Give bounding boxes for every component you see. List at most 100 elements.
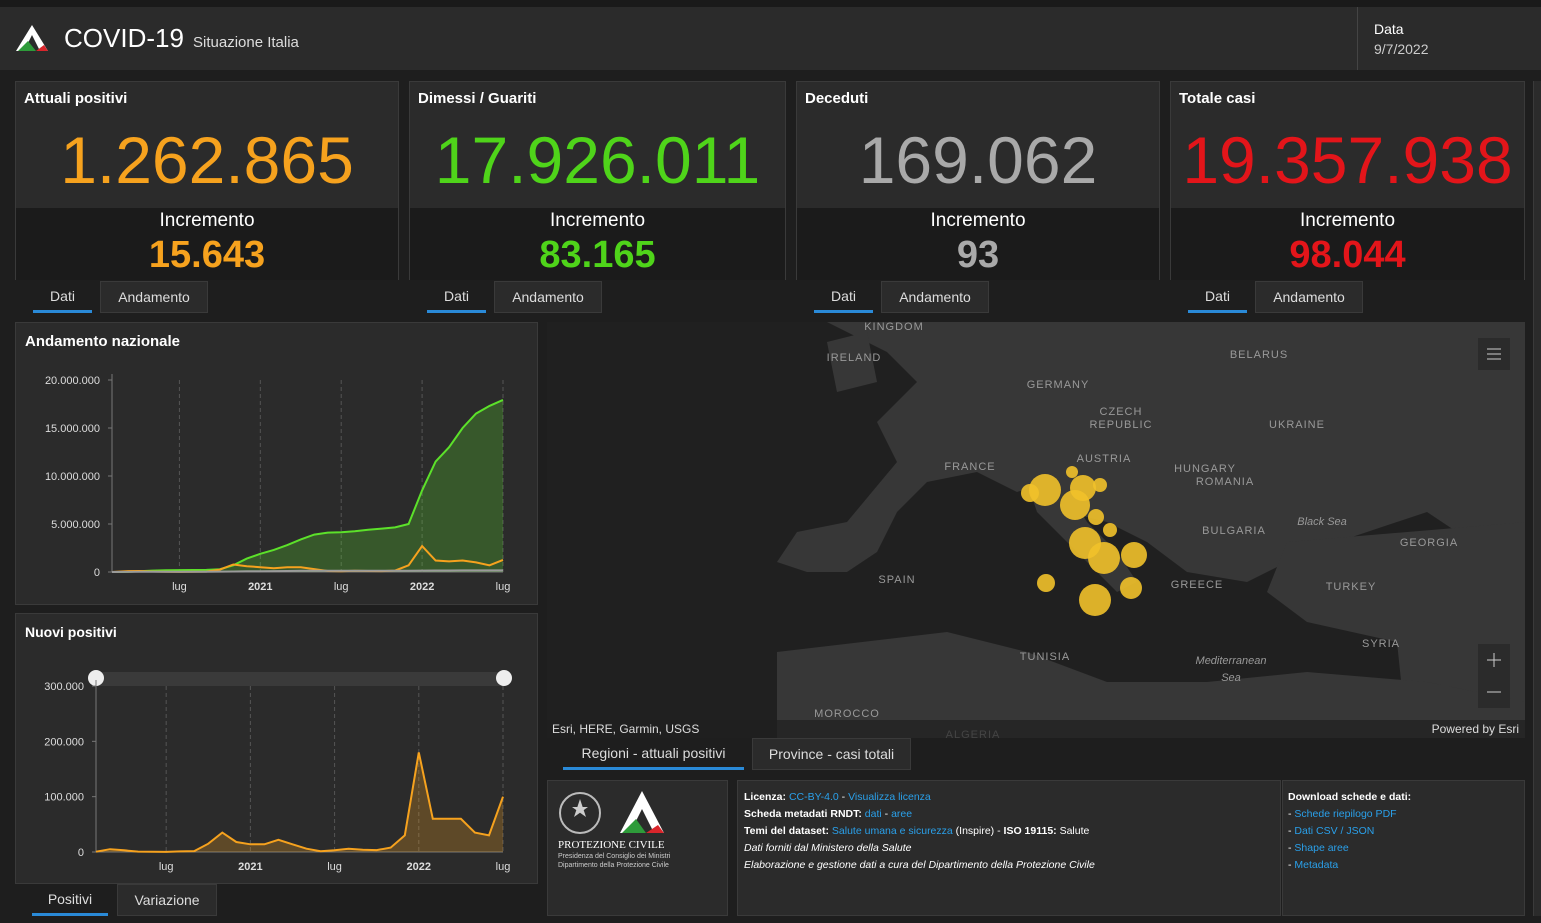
attribution: Powered by Esri [1432,722,1519,736]
card: Deceduti 169.062 Incremento 93 [796,81,1160,280]
tab[interactable]: Dati [1188,281,1247,313]
map-label: Black Sea [1297,516,1347,528]
tab[interactable]: Dati [814,281,873,313]
chart-title: Nuovi positivi [25,624,117,640]
label: ISO 19115: [1003,825,1057,837]
bullet: - [1288,842,1292,854]
logo [16,25,48,51]
slider-handle[interactable] [88,670,104,686]
increment-value: 98.044 [1289,234,1406,276]
tab[interactable]: Andamento [1255,281,1363,313]
increment-box: Incremento 98.044 [1171,208,1524,280]
link[interactable]: aree [891,808,913,820]
download-item: - Metadata [1288,857,1519,874]
link[interactable]: Visualizza licenza [848,791,931,803]
date: 9/7/2022 [1374,41,1429,57]
tab[interactable]: Province - casi totali [752,738,911,770]
increment-label: Incremento [1299,210,1396,231]
bullet: - [1288,859,1292,871]
land [777,632,1525,738]
info-row: Scheda metadati RNDT: dati - aree [744,806,1274,823]
logo-text: Dipartimento della Protezione Civile [558,862,669,869]
y-tick-label: 20.000.000 [45,375,100,387]
increment-box: Incremento 93 [797,208,1159,280]
line [111,569,503,573]
tab[interactable]: Positivi [32,884,108,916]
attribution: Esri, HERE, Garmin, USGS [552,722,699,736]
x-tick-label: lug [496,581,511,593]
bubbles [1021,466,1147,616]
map-label: HUNGARY [1174,463,1236,475]
land [1267,522,1525,738]
link[interactable]: Dati CSV / JSON [1294,825,1375,837]
y-tick-label: 10.000.000 [45,471,100,483]
info-row: Dati forniti dal Ministero della Salute [744,842,912,854]
map-label: Mediterranean [1196,655,1267,667]
new-chart: 0 100.000 200.000 300.000 lug 2021 lug 2022 lug [44,670,512,873]
y-tick-label: 0 [94,567,100,579]
download-item: - Schede riepilogo PDF [1288,806,1519,823]
tab[interactable]: Dati [427,281,486,313]
map-label: GREECE [1171,579,1223,591]
download-box: Download schede e dati: - Schede riepilo… [1282,780,1525,916]
icon [1487,653,1501,693]
header: COVID-19 Situazione Italia Data 9/7/2022 [0,7,1541,70]
map-label: UKRAINE [1269,419,1325,431]
y-tick-label: 100.000 [44,792,84,804]
map-label: FRANCE [944,461,995,473]
national-panel: Andamento nazionale [15,322,538,605]
text: (Inspire) - [955,825,1001,837]
card: Dimessi / Guariti 17.926.011 Incremento 83.… [409,81,786,280]
x-tick-label: lug [496,861,511,873]
title: COVID-19 [64,23,184,53]
map-label: TURKEY [1326,581,1377,593]
x-tick-label: lug [334,581,349,593]
land [827,332,877,392]
land [777,322,1525,582]
map-label: ROMANIA [1196,476,1254,488]
divider [1357,7,1358,70]
tab[interactable]: Andamento [881,281,989,313]
y-tick-label: 0 [78,847,84,859]
increment-label: Incremento [159,210,255,231]
card: Totale casi 19.357.938 Incremento 98.044 [1170,81,1525,280]
line [95,752,504,853]
tab[interactable]: Dati [33,281,92,313]
slider[interactable] [96,672,504,686]
y-tick-label: 5.000.000 [51,519,100,531]
card-title: Totale casi [1179,90,1256,107]
map-label: BELARUS [1230,349,1288,361]
link[interactable]: Metadata [1294,859,1339,871]
text: - [884,808,889,820]
link[interactable]: Salute umana e sicurezza [831,825,953,837]
label: Scheda metadati RNDT: [744,808,862,820]
increment-value: 15.643 [148,234,266,276]
card-title: Dimessi / Guariti [418,90,537,107]
tab[interactable]: Andamento [100,281,208,313]
top-bar [0,0,1541,7]
map-label: TUNISIA [1020,651,1070,663]
link[interactable]: Shape aree [1294,842,1349,854]
info-row: Elaborazione e gestione dati a cura del … [744,859,1095,871]
card-title: Attuali positivi [24,90,128,107]
link[interactable]: Schede riepilogo PDF [1294,808,1397,820]
link[interactable]: dati [864,808,882,820]
map-label: BULGARIA [1202,525,1266,537]
tab[interactable]: Variazione [117,884,217,916]
tab[interactable]: Andamento [494,281,602,313]
national-chart: 0 5.000.000 10.000.000 15.000.000 20.000.000… [45,374,511,593]
increment-label: Incremento [930,210,1026,231]
map-label: SYRIA [1362,638,1400,650]
info-row: Licenza: CC-BY-4.0 - Visualizza licenza [744,789,1274,806]
tab[interactable]: Regioni - attuali positivi [563,738,744,770]
x-tick-label: 2021 [248,581,272,593]
label: Temi del dataset: [744,825,829,837]
link[interactable]: CC-BY-4.0 [788,791,839,803]
map-label: Sea [1221,672,1241,684]
x-tick-label: lug [159,861,174,873]
slider-handle[interactable] [496,670,512,686]
increment-value: 83.165 [539,234,656,276]
subtitle: Situazione Italia [193,34,299,51]
text: - [841,791,846,803]
